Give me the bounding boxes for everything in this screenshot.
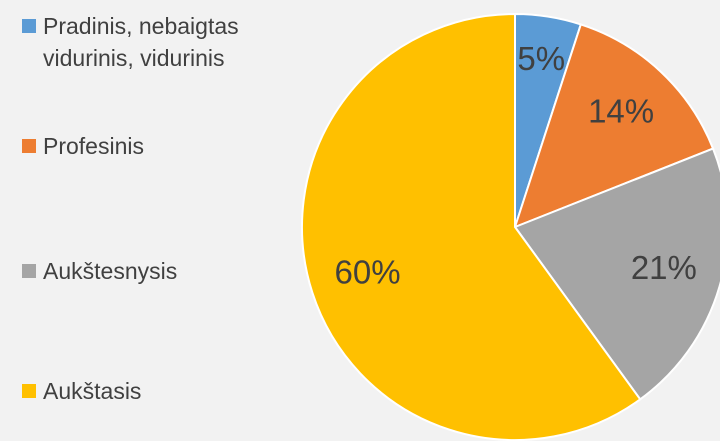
legend-swatch xyxy=(22,264,36,278)
legend-label: Profesinis xyxy=(43,133,144,159)
pie-slice xyxy=(301,12,642,441)
legend-label: Aukštesnysis xyxy=(43,258,178,284)
legend-swatch xyxy=(22,19,36,33)
data-label: 14% xyxy=(588,93,654,130)
legend-item: Aukštasis xyxy=(22,375,292,407)
data-label: 60% xyxy=(335,254,401,291)
pie-slice xyxy=(513,23,715,229)
data-label: 5% xyxy=(517,40,565,77)
legend-item: Pradinis, nebaigtas vidurinis, vidurinis xyxy=(22,10,292,74)
legend-swatch xyxy=(22,139,36,153)
legend-label: Aukštasis xyxy=(43,378,142,404)
legend-item: Profesinis xyxy=(22,130,292,162)
legend-swatch xyxy=(22,384,36,398)
legend-label: Pradinis, nebaigtas vidurinis, vidurinis xyxy=(43,13,239,71)
data-label: 21% xyxy=(631,249,697,286)
legend-item: Aukštesnysis xyxy=(22,255,292,287)
